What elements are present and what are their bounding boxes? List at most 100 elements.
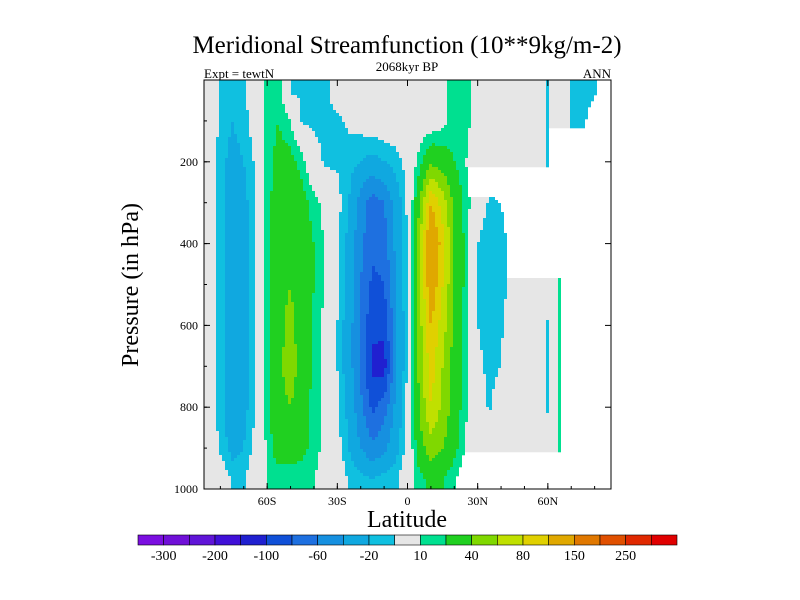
- contour-cell: [312, 296, 324, 300]
- contour-cell: [270, 248, 315, 252]
- contour-cell: [462, 374, 468, 378]
- contour-cell: [342, 437, 348, 441]
- contour-cell: [444, 239, 450, 243]
- contour-cell: [444, 197, 453, 201]
- contour-cell: [264, 215, 270, 219]
- contour-cell: [351, 455, 366, 459]
- contour-cell: [336, 362, 342, 366]
- contour-cell: [468, 389, 486, 393]
- contour-cell: [411, 374, 414, 378]
- contour-cell: [348, 197, 357, 201]
- contour-cell: [426, 236, 438, 240]
- contour-cell: [255, 275, 264, 279]
- contour-cell: [420, 320, 426, 324]
- contour-cell: [429, 395, 432, 399]
- contour-cell: [255, 398, 264, 402]
- contour-cell: [414, 299, 417, 303]
- contour-cell: [468, 230, 480, 234]
- contour-cell: [411, 251, 414, 255]
- contour-cell: [558, 413, 561, 417]
- contour-cell: [405, 347, 408, 351]
- contour-cell: [204, 236, 216, 240]
- contour-cell: [264, 83, 282, 87]
- contour-cell: [378, 401, 390, 405]
- contour-cell: [270, 326, 285, 330]
- contour-cell: [447, 122, 471, 126]
- contour-cell: [441, 377, 450, 381]
- contour-cell: [375, 410, 387, 414]
- contour-cell: [357, 413, 363, 417]
- contour-cell: [345, 233, 354, 237]
- contour-cell: [411, 431, 414, 435]
- contour-cell: [300, 110, 336, 114]
- contour-cell: [255, 335, 264, 339]
- contour-cell: [450, 410, 459, 414]
- contour-cell: [348, 221, 357, 225]
- contour-cell: [255, 278, 264, 282]
- contour-cell: [216, 209, 225, 213]
- contour-cell: [240, 452, 252, 456]
- contour-cell: [225, 323, 249, 327]
- contour-cell: [309, 395, 321, 399]
- contour-cell: [264, 302, 270, 306]
- contour-cell: [423, 155, 453, 159]
- contour-cell: [381, 398, 390, 402]
- contour-cell: [225, 269, 249, 273]
- contour-cell: [408, 308, 411, 312]
- contour-cell: [282, 347, 297, 351]
- contour-cell: [471, 101, 546, 105]
- contour-cell: [342, 203, 348, 207]
- contour-cell: [342, 365, 351, 369]
- contour-cell: [315, 278, 324, 282]
- contour-cell: [489, 197, 495, 201]
- contour-cell: [354, 410, 363, 414]
- contour-cell: [477, 311, 504, 315]
- contour-cell: [417, 329, 423, 333]
- contour-cell: [444, 356, 450, 360]
- contour-cell: [282, 89, 291, 93]
- contour-cell: [549, 86, 570, 90]
- contour-cell: [342, 323, 351, 327]
- contour-cell: [264, 356, 270, 360]
- contour-cell: [414, 308, 417, 312]
- contour-cell: [414, 281, 417, 285]
- contour-cell: [387, 470, 399, 474]
- contour-cell: [414, 377, 417, 381]
- contour-cell: [321, 323, 336, 327]
- contour-cell: [426, 401, 441, 405]
- contour-cell: [360, 335, 366, 339]
- contour-cell: [441, 311, 447, 315]
- contour-cell: [453, 236, 465, 240]
- contour-cell: [426, 212, 429, 216]
- contour-cell: [384, 284, 390, 288]
- contour-cell: [309, 179, 339, 183]
- contour-cell: [444, 191, 450, 195]
- contour-cell: [393, 359, 396, 363]
- contour-cell: [303, 152, 321, 156]
- contour-cell: [471, 116, 546, 120]
- contour-cell: [420, 206, 423, 210]
- contour-cell: [558, 311, 561, 315]
- contour-cell: [417, 281, 420, 285]
- contour-cell: [459, 179, 468, 183]
- contour-cell: [204, 392, 216, 396]
- contour-cell: [243, 440, 252, 444]
- contour-cell: [426, 308, 429, 312]
- contour-cell: [339, 230, 348, 234]
- contour-cell: [396, 323, 405, 327]
- contour-cell: [441, 317, 447, 321]
- contour-cell: [411, 377, 414, 381]
- contour-cell: [339, 284, 345, 288]
- contour-cell: [366, 203, 384, 207]
- contour-cell: [426, 233, 438, 237]
- contour-cell: [453, 215, 462, 219]
- contour-cell: [276, 131, 282, 135]
- contour-cell: [216, 161, 225, 165]
- contour-cell: [321, 377, 339, 381]
- contour-cell: [414, 332, 417, 336]
- contour-cell: [264, 173, 273, 177]
- contour-cell: [288, 395, 294, 399]
- contour-cell: [348, 200, 357, 204]
- contour-cell: [264, 152, 273, 156]
- contour-cell: [393, 368, 396, 372]
